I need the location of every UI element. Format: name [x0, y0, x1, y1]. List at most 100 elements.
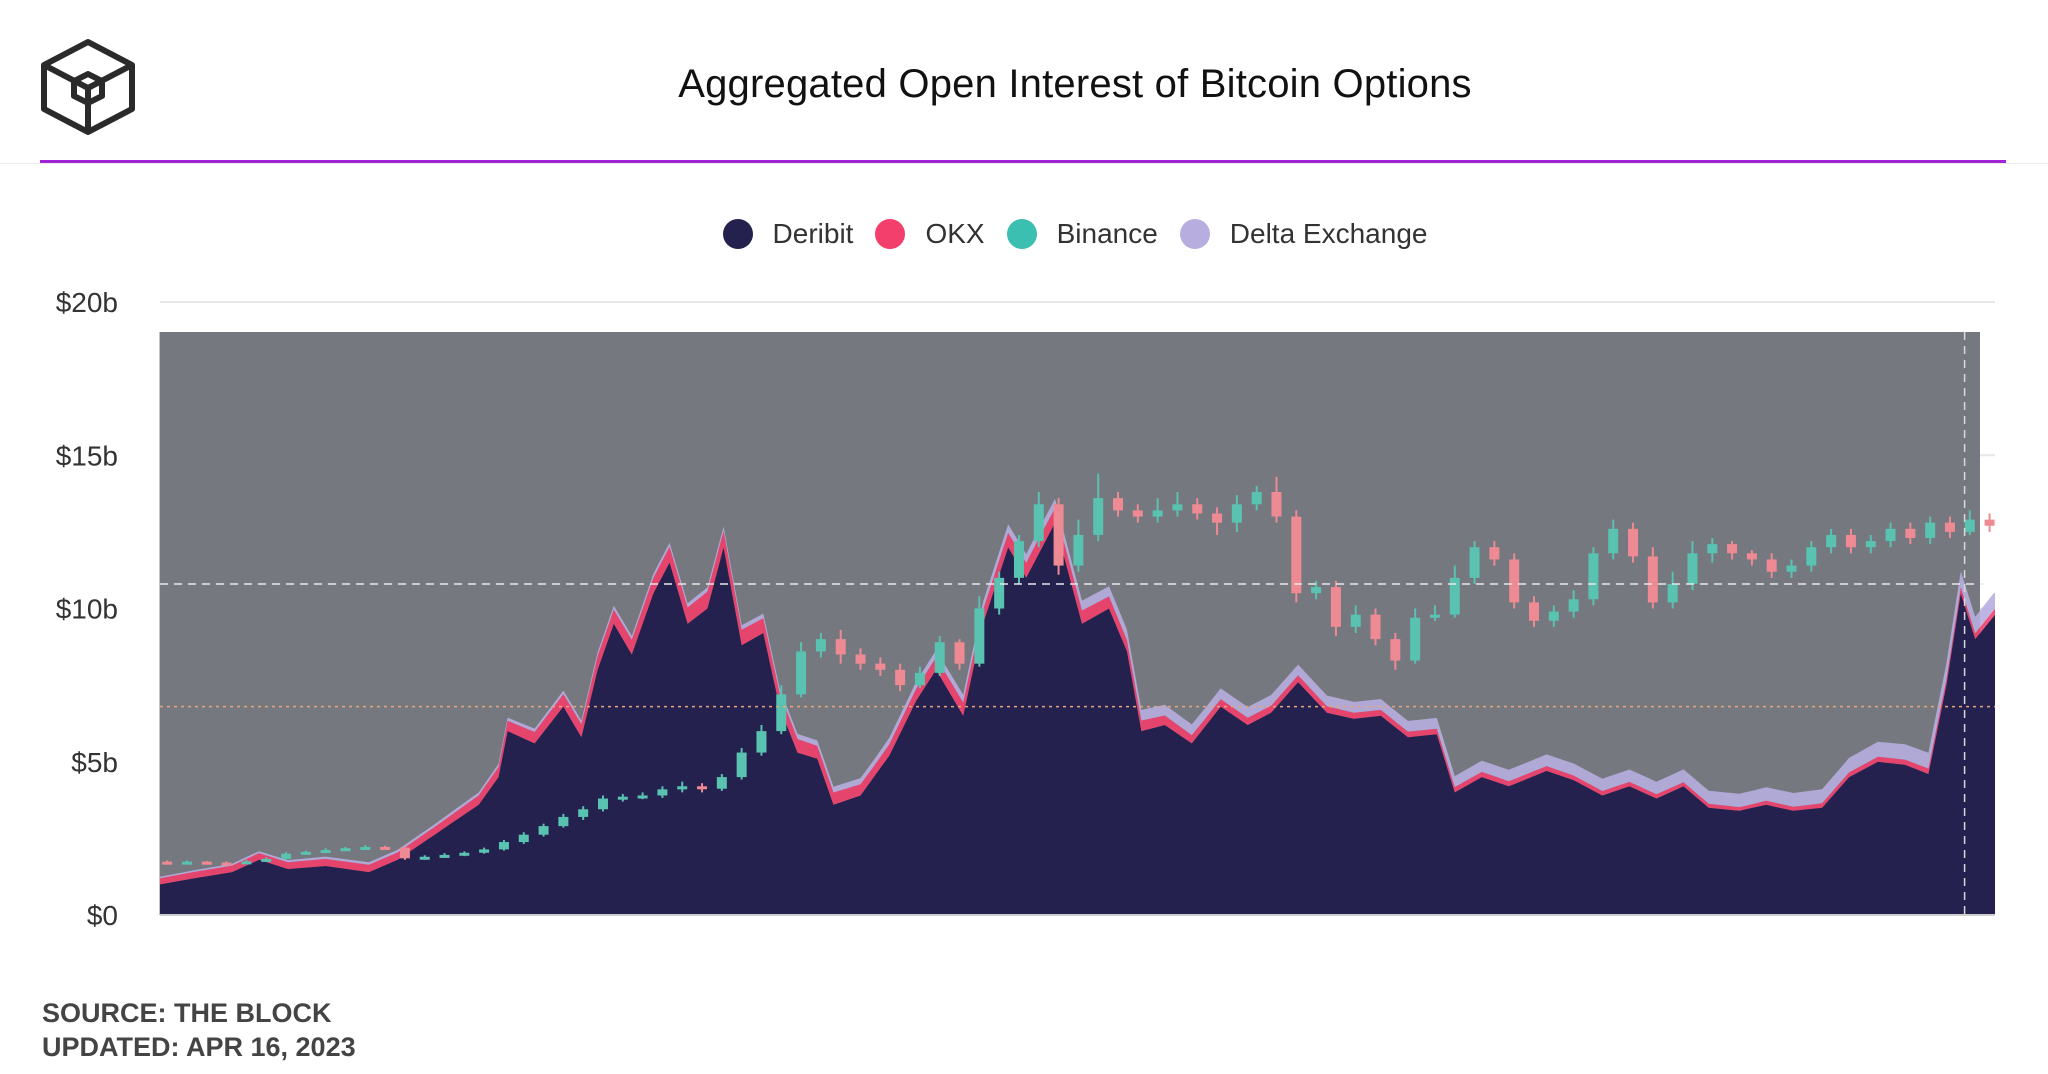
candle-down	[1113, 498, 1124, 511]
candle-up	[815, 639, 826, 652]
candle-up	[1964, 519, 1975, 532]
candle-down	[1509, 559, 1520, 603]
candle-down	[895, 669, 906, 686]
candle-down	[835, 639, 846, 655]
area-layer	[160, 498, 1995, 915]
candle-up	[1350, 614, 1361, 627]
legend-swatch	[722, 219, 753, 249]
header-divider	[0, 163, 2048, 164]
candle-down	[697, 786, 708, 790]
candle-down	[201, 861, 212, 865]
legend-item-delta-exchange[interactable]: Delta Exchange	[1179, 218, 1428, 250]
candle-down	[380, 846, 391, 850]
candle-down	[1528, 602, 1539, 621]
candle-up	[914, 672, 925, 686]
candle-up	[1152, 510, 1163, 517]
legend-swatch	[875, 219, 906, 249]
candle-up	[518, 834, 529, 843]
candle-down	[1727, 544, 1738, 554]
legend-item-okx[interactable]: OKX	[875, 218, 985, 250]
candle-up	[1311, 587, 1322, 594]
chart-legend: Deribit OKX Binance Delta Exchange	[0, 218, 2048, 250]
candle-up	[1013, 541, 1024, 578]
candle-up	[558, 816, 569, 827]
candle-down	[1845, 534, 1856, 548]
candle-up	[479, 849, 490, 853]
candle-up	[1429, 614, 1440, 618]
y-tick-label: $5b	[71, 747, 118, 778]
candle-up	[1231, 504, 1242, 523]
candle-up	[281, 853, 292, 859]
candle-down	[221, 862, 232, 866]
candle-up	[934, 642, 945, 673]
chart-title: Aggregated Open Interest of Bitcoin Opti…	[678, 62, 1472, 106]
candle-up	[439, 854, 450, 858]
legend-label: Delta Exchange	[1229, 218, 1428, 249]
legend-item-binance[interactable]: Binance	[1006, 218, 1158, 250]
candle-up	[459, 852, 470, 856]
candle-down	[1944, 522, 1955, 532]
candle-down	[1330, 587, 1341, 627]
candle-up	[261, 858, 272, 862]
x-tick-label: Jul '21	[777, 938, 857, 940]
x-tick-label: Jan '22	[1104, 938, 1193, 940]
candle-up	[1449, 577, 1460, 615]
open-interest-chart: $0 $5b $10b $15b $20b Jul '20 Jan '21 Jul '21 Ja…	[56, 287, 2002, 940]
source-note: SOURCE: THE BLOCK UPDATED: APR 16, 2023	[42, 996, 356, 1064]
candle-up	[1588, 553, 1599, 600]
legend-swatch	[1179, 219, 1210, 249]
legend-label: OKX	[925, 218, 985, 249]
candle-up	[796, 651, 807, 695]
crosshair-layer	[160, 332, 2002, 915]
x-tick-label: Jul '22	[1435, 938, 1515, 940]
candle-up	[1925, 522, 1936, 539]
candle-up	[1568, 599, 1579, 612]
candle-up	[360, 846, 371, 850]
legend-item-deribit[interactable]: Deribit	[722, 218, 854, 250]
y-tick-label: $15b	[56, 440, 118, 471]
candle-up	[736, 752, 747, 778]
candle-up	[300, 851, 311, 855]
candle-down	[1489, 547, 1500, 560]
y-tick-label: $20b	[56, 287, 118, 318]
candle-up	[241, 861, 252, 865]
candle-up	[1667, 583, 1678, 603]
candle-down	[1291, 516, 1302, 594]
candle-up	[1548, 611, 1559, 621]
candle-down	[1212, 513, 1223, 523]
candle-up	[994, 577, 1005, 609]
x-tick-label: Jan '23	[1761, 938, 1850, 940]
candle-up	[320, 850, 331, 854]
candle-down	[1370, 614, 1381, 640]
candle-up	[597, 798, 608, 810]
candle-up	[637, 795, 648, 799]
candle-up	[1865, 541, 1876, 548]
candle-up	[1885, 528, 1896, 542]
candle-up	[1172, 504, 1183, 511]
candle-down	[1192, 504, 1203, 514]
candle-up	[677, 786, 688, 790]
legend-label: Deribit	[772, 218, 854, 249]
the-block-cube-logo-icon	[41, 39, 135, 135]
candle-up	[578, 809, 589, 817]
candle-up	[1786, 565, 1797, 572]
x-tick-label: Jan '21	[447, 938, 536, 940]
candle-up	[1251, 492, 1262, 505]
candle-up	[1608, 528, 1619, 554]
candle-up	[756, 731, 767, 753]
source-text: SOURCE: THE BLOCK	[42, 998, 332, 1028]
candle-up	[974, 608, 985, 664]
candle-up	[1073, 534, 1084, 566]
candle-up	[1826, 534, 1837, 548]
candle-down	[162, 861, 173, 865]
candle-up	[182, 861, 193, 865]
header-accent-rule	[40, 160, 2006, 163]
candle-up	[419, 856, 430, 860]
candle-down	[1746, 553, 1757, 560]
candle-down	[1271, 492, 1282, 517]
candle-up	[340, 848, 351, 852]
legend-label: Binance	[1056, 218, 1158, 249]
area-series-deribit	[160, 522, 1995, 915]
candle-down	[1390, 639, 1401, 661]
candle-down	[399, 847, 410, 859]
